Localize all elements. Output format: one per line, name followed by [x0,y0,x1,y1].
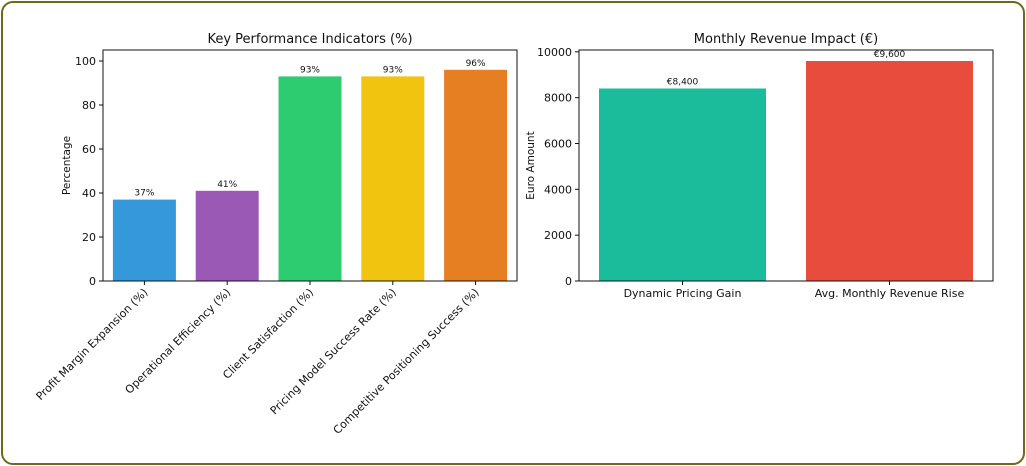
chart2-plot-frame [578,49,994,282]
chart2-xtick-label-2: Avg. Monthly Revenue Rise [815,287,965,300]
chart1-data-label-2: 41% [217,180,237,190]
chart2-ytick-label: 10000 [537,46,572,59]
chart2-bar-2 [806,61,973,281]
chart1-ytick-label: 80 [82,99,96,112]
chart1-xtick-label-5: Competitive Positioning Success (%) [331,286,482,437]
chart1-bar-2 [195,190,259,281]
chart1-bar-1 [112,199,176,281]
chart1-plot-frame [102,49,518,282]
chart1-data-label-1: 37% [134,189,154,199]
chart2-ytick-label: 8000 [544,92,572,105]
chart2-bar-1 [599,88,766,281]
chart1-data-label-3: 93% [300,65,320,75]
chart1-ytick-label: 40 [82,187,96,200]
chart2-ytick-label: 0 [565,275,572,288]
chart1-ytick-label: 0 [89,275,96,288]
chart2-data-label-2: €9,600 [874,50,906,60]
chart2-ylabel: Euro Amount [525,131,537,199]
chart1-ylabel: Percentage [61,136,73,195]
chart1-bar-3 [278,76,342,282]
chart1-data-label-5: 96% [466,59,486,69]
chart2-xtick-label-1: Dynamic Pricing Gain [624,287,742,300]
chart1-ytick-label: 20 [82,231,96,244]
chart1-title: Key Performance Indicators (%) [207,32,412,47]
chart1-bar-4 [361,76,425,282]
chart2-ytick-label: 2000 [544,229,572,242]
chart2-title: Monthly Revenue Impact (€) [694,32,878,47]
chart1-data-label-4: 93% [383,65,403,75]
chart2-ytick-label: 4000 [544,183,572,196]
chart1-bar-5 [444,69,508,281]
chart2-ytick-label: 6000 [544,138,572,151]
chart1-ytick-label: 100 [75,55,96,68]
chart1-xtick-label-3: Client Satisfaction (%) [220,286,316,382]
chart2-data-label-1: €8,400 [667,78,699,88]
chart1-ytick-label: 60 [82,143,96,156]
